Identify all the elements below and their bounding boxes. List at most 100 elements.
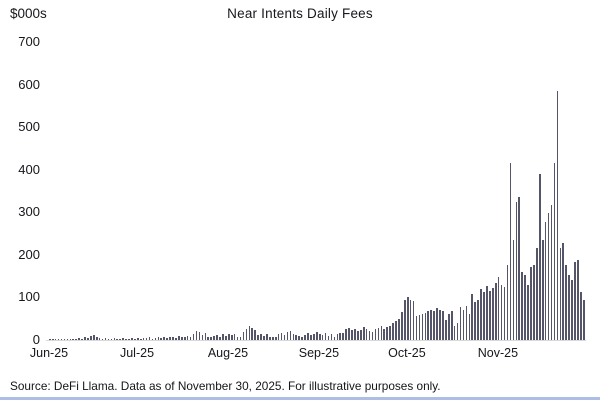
bar bbox=[119, 338, 121, 340]
bar bbox=[459, 306, 462, 340]
bar bbox=[556, 90, 559, 340]
bar bbox=[351, 330, 353, 340]
bar bbox=[292, 333, 295, 340]
bar bbox=[436, 308, 438, 340]
y-tick-label: 500 bbox=[18, 119, 40, 135]
bar bbox=[295, 334, 298, 340]
bar bbox=[392, 322, 394, 340]
bar bbox=[137, 338, 139, 340]
bar bbox=[251, 328, 254, 340]
bar bbox=[154, 337, 157, 340]
bar bbox=[533, 264, 535, 340]
bar bbox=[503, 286, 506, 340]
bar bbox=[565, 264, 567, 340]
bar bbox=[301, 336, 303, 340]
bar bbox=[465, 305, 468, 340]
bar bbox=[160, 338, 163, 340]
bar bbox=[201, 334, 204, 340]
y-tick-label: 200 bbox=[18, 246, 40, 262]
bar bbox=[404, 299, 406, 340]
bar bbox=[148, 337, 151, 340]
bar bbox=[63, 339, 66, 340]
bar bbox=[362, 327, 365, 340]
bar bbox=[486, 286, 488, 340]
bar bbox=[348, 327, 350, 340]
bar bbox=[494, 282, 497, 340]
x-tick-label: Nov-25 bbox=[477, 346, 519, 360]
bar bbox=[266, 334, 268, 340]
bar bbox=[483, 292, 485, 340]
y-tick-label: 300 bbox=[18, 204, 40, 220]
bar bbox=[233, 333, 236, 340]
bar bbox=[157, 337, 160, 340]
bar bbox=[450, 311, 453, 340]
bar bbox=[315, 332, 318, 340]
bar bbox=[169, 336, 171, 340]
bar bbox=[49, 339, 51, 340]
bar bbox=[477, 299, 479, 340]
bar bbox=[93, 334, 95, 340]
bar bbox=[489, 291, 491, 340]
bar bbox=[527, 284, 529, 340]
bar bbox=[57, 339, 60, 340]
x-tick-label: Oct-25 bbox=[388, 346, 426, 360]
bar bbox=[418, 315, 421, 340]
bar bbox=[562, 243, 565, 340]
bar bbox=[360, 329, 362, 340]
bar bbox=[424, 313, 427, 340]
bar bbox=[310, 334, 312, 340]
bar bbox=[280, 333, 283, 340]
bar bbox=[497, 276, 500, 340]
bar bbox=[204, 333, 207, 340]
bar bbox=[78, 338, 80, 340]
bar bbox=[113, 338, 116, 340]
bar bbox=[480, 289, 482, 340]
bar bbox=[327, 335, 330, 340]
bar bbox=[245, 329, 248, 340]
bar bbox=[198, 332, 201, 340]
bar bbox=[365, 328, 368, 340]
bar bbox=[471, 294, 474, 340]
bar bbox=[239, 336, 242, 340]
bar bbox=[530, 266, 532, 340]
bar bbox=[69, 339, 72, 340]
bottom-edge-line bbox=[0, 397, 600, 400]
bar bbox=[248, 326, 251, 340]
bar bbox=[166, 337, 168, 340]
bar bbox=[207, 336, 210, 340]
bar bbox=[95, 337, 98, 340]
y-tick-label: 600 bbox=[18, 76, 40, 92]
bar bbox=[227, 334, 230, 340]
bar bbox=[163, 337, 166, 340]
bar bbox=[283, 334, 286, 340]
bar bbox=[345, 328, 347, 340]
bar bbox=[577, 259, 579, 340]
bar bbox=[582, 299, 585, 340]
bar bbox=[368, 330, 371, 340]
bar bbox=[492, 287, 494, 340]
bar bbox=[321, 334, 324, 340]
bar bbox=[550, 204, 553, 340]
bar bbox=[515, 201, 518, 340]
bar bbox=[242, 332, 245, 340]
bar bbox=[538, 173, 541, 340]
bar bbox=[380, 326, 383, 340]
bar bbox=[406, 297, 409, 340]
bar bbox=[172, 337, 174, 340]
bar bbox=[339, 333, 342, 340]
bar bbox=[116, 339, 119, 340]
bar bbox=[189, 336, 192, 340]
bar bbox=[448, 314, 450, 340]
bar bbox=[254, 329, 256, 340]
bar bbox=[178, 336, 180, 340]
bar bbox=[415, 316, 418, 340]
bar bbox=[98, 338, 101, 340]
bar bbox=[230, 334, 233, 340]
x-tick-label: Aug-25 bbox=[207, 346, 249, 360]
x-tick-label: Jun-25 bbox=[29, 346, 69, 360]
bar bbox=[186, 335, 189, 340]
bar bbox=[313, 334, 315, 340]
bar bbox=[151, 338, 154, 340]
bar bbox=[90, 335, 92, 340]
bar bbox=[395, 320, 397, 340]
